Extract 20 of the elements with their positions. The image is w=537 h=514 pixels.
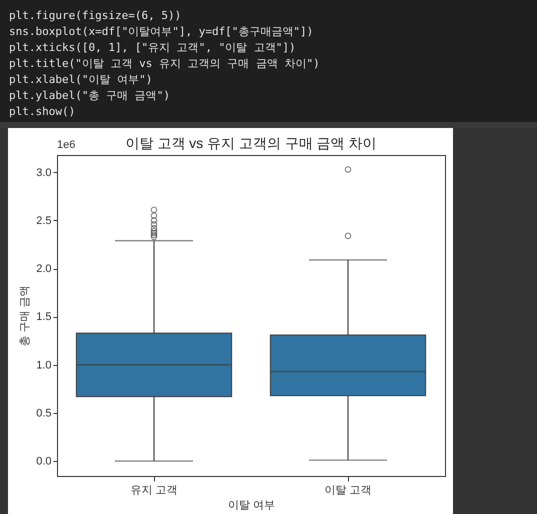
text: plt.show() <box>9 104 76 120</box>
text: plt.figure(figsize=(6, 5)) <box>9 8 182 24</box>
y-axis-title: 총 구매 금액 <box>19 285 32 347</box>
text: plt.xlabel("이탈 여부") <box>9 72 154 88</box>
y-tick-label: 3.0 <box>36 166 52 179</box>
text: 1e6 <box>57 139 76 151</box>
y-tick-label: 2.0 <box>36 263 52 276</box>
y-tick-label: 2.5 <box>36 214 52 227</box>
y-tick-label: 0.0 <box>36 456 52 468</box>
y-tick-label: 0.5 <box>36 407 52 420</box>
y-tick-label: 1.0 <box>36 359 52 372</box>
x-tick-label: 유지 고객 <box>130 484 178 496</box>
chart-title: 이탈 고객 vs 유지 고객의 구매 금액 차이 <box>125 135 377 151</box>
text: plt.xticks([0, 1], ["유지 고객", "이탈 고객"]) <box>9 40 297 56</box>
text: plt.ylabel("총 구매 금액") <box>9 88 171 104</box>
text: plt.title("이탈 고객 vs 유지 고객의 구매 금액 차이") <box>9 56 321 72</box>
x-tick-label: 이탈 고객 <box>324 484 372 496</box>
text: sns.boxplot(x=df["이탈여부"], y=df["총구매금액"]) <box>9 24 314 40</box>
y-tick-label: 1.5 <box>36 311 52 324</box>
x-axis-title: 이탈 여부 <box>228 500 276 512</box>
